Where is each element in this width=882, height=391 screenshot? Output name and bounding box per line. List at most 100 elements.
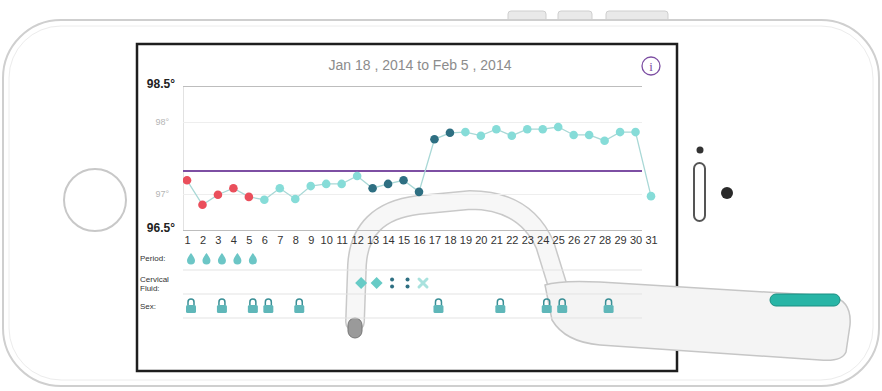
lock-body <box>217 305 227 313</box>
temperature-point <box>229 184 238 193</box>
row-separator <box>183 318 642 319</box>
diamond-shape <box>371 277 383 289</box>
x-tick: 9 <box>308 234 314 246</box>
lock-body <box>433 305 443 313</box>
row-mark-lock <box>263 299 273 313</box>
temperature-point <box>477 131 486 140</box>
thermometer-button <box>770 294 840 306</box>
x-tick: 19 <box>460 234 472 246</box>
temperature-point <box>600 136 609 145</box>
x-axis: 1234567891011121314151617181920212223242… <box>184 234 657 246</box>
x-tick-label: 17 <box>429 234 441 246</box>
home-button <box>64 169 126 231</box>
x-tick-label: 11 <box>336 234 347 246</box>
phone-body <box>3 20 879 386</box>
x-tick: 11 <box>336 234 347 246</box>
x-tick: 13 <box>367 234 379 246</box>
x-tick: 6 <box>262 234 268 246</box>
x-tick-label: 2 <box>200 234 206 246</box>
temperature-point <box>198 201 207 210</box>
temperature-point <box>306 182 315 191</box>
y-tick: 96.5° <box>147 221 642 235</box>
lock-body <box>294 305 304 313</box>
temperature-point <box>276 184 285 193</box>
lock-body <box>248 305 258 313</box>
temperature-point <box>368 184 377 193</box>
x-tick: 8 <box>293 234 299 246</box>
row-mark-drop <box>202 253 210 265</box>
temperature-point <box>508 131 517 140</box>
thermometer <box>348 200 850 360</box>
x-tick-label: 20 <box>475 234 487 246</box>
temperature-point <box>461 128 470 137</box>
temperature-point <box>384 180 393 189</box>
lock-shackle <box>219 299 225 305</box>
row-mark-lock <box>294 299 304 313</box>
grid-line <box>183 230 642 231</box>
temperature-point <box>322 180 331 189</box>
chart: Jan 18 , 2014 to Feb 5 , 2014i98.5°98°97… <box>140 57 660 318</box>
temperature-point <box>430 135 439 144</box>
lock-shackle <box>265 299 271 305</box>
thermometer-body <box>545 281 850 360</box>
phone-bezel <box>9 26 873 380</box>
x-tick-label: 31 <box>645 234 657 246</box>
lock-shackle <box>296 299 302 305</box>
x-tick: 7 <box>277 234 283 246</box>
dot-shape <box>390 278 394 282</box>
grid-line <box>183 86 642 87</box>
y-tick-label: 98° <box>155 117 169 127</box>
x-tick: 25 <box>553 234 565 246</box>
lock-body <box>557 305 567 313</box>
event-rows: Period:CervicalFluid:Sex: <box>140 253 642 318</box>
thermometer-probe-edge <box>355 200 562 322</box>
row-label: CervicalFluid: <box>140 275 169 293</box>
x-tick-label: 8 <box>293 234 299 246</box>
title: Jan 18 , 2014 to Feb 5 , 2014 <box>329 57 512 73</box>
sensor <box>697 147 704 154</box>
row-mark-dots <box>390 278 394 289</box>
drop-shape <box>202 253 210 265</box>
temperature-line <box>187 127 651 205</box>
lock-body <box>604 305 614 313</box>
x-tick: 17 <box>429 234 441 246</box>
row-mark-lock <box>248 299 258 313</box>
lock-body <box>186 305 196 313</box>
x-tick-label: 24 <box>537 234 549 246</box>
temperature-point <box>291 195 300 204</box>
row-mark-lock <box>433 299 443 313</box>
x-tick: 20 <box>475 234 487 246</box>
row-label: Period: <box>140 254 165 263</box>
lock-body <box>542 305 552 313</box>
row-mark-drop <box>233 253 241 265</box>
temperature-point <box>183 176 191 185</box>
temperature-point <box>446 129 455 138</box>
x-tick-label: 29 <box>614 234 626 246</box>
row-separator <box>183 270 642 271</box>
x-tick: 22 <box>506 234 518 246</box>
camera <box>721 187 733 199</box>
lock-shackle <box>606 299 612 305</box>
x-tick-label: 22 <box>506 234 518 246</box>
temperature-point <box>492 125 501 134</box>
temperature-point <box>569 131 578 140</box>
x-tick: 24 <box>537 234 549 246</box>
temperature-point <box>523 125 532 134</box>
temperature-point <box>616 128 625 137</box>
x-tick-label: 1 <box>184 234 190 246</box>
drop-shape <box>187 253 195 265</box>
lock-shackle <box>188 299 194 305</box>
diamond-shape <box>355 277 367 289</box>
y-axis: 98.5°98°97°96.5° <box>147 77 642 235</box>
drop-shape <box>233 253 241 265</box>
scene: Jan 18 , 2014 to Feb 5 , 2014i98.5°98°97… <box>0 0 882 391</box>
temperature-point <box>415 188 424 197</box>
lock-shackle <box>435 299 441 305</box>
row-mark-lock <box>557 299 567 313</box>
temperature-point <box>554 123 563 132</box>
y-axis-line <box>184 87 643 231</box>
drop-shape <box>249 253 257 265</box>
lock-shackle <box>559 299 565 305</box>
row-label-line: Period: <box>140 254 165 263</box>
speaker <box>694 163 705 221</box>
